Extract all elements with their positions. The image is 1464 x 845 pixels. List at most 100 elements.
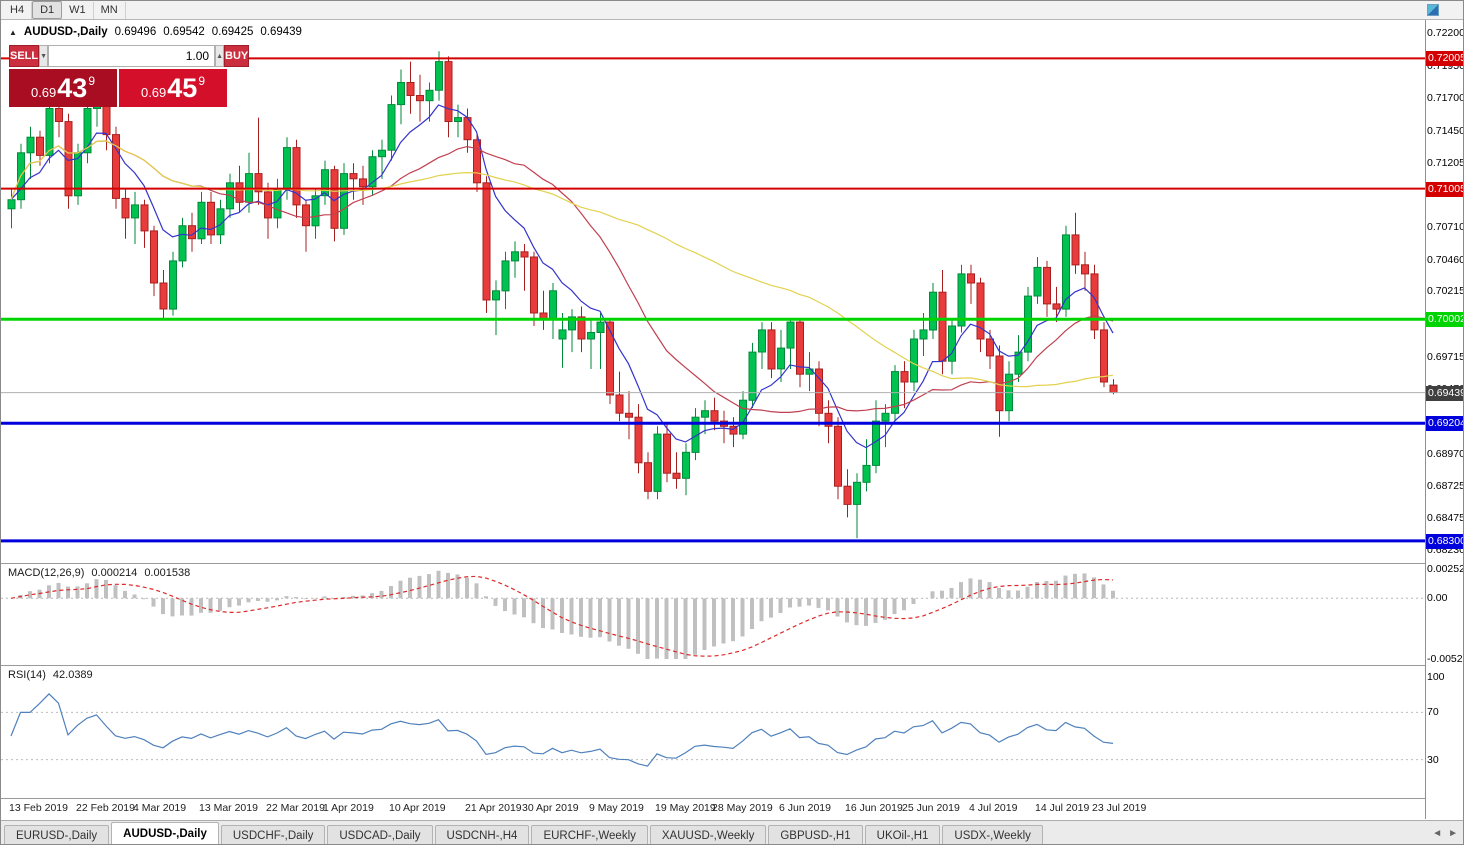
one-click-trading-panel: SELL ▼ ▲ BUY 0.69 43 9 0.69 45 9 (9, 45, 250, 107)
chart-title: ▲ AUDUSD-,Daily 0.69496 0.69542 0.69425 … (9, 26, 302, 38)
price-scale-tick: 0.72200 (1427, 27, 1464, 39)
rsi-scale-tick: 70 (1427, 706, 1439, 718)
rsi-panel-separator[interactable] (1, 665, 1463, 666)
timeframe-button-mn[interactable]: MN (94, 1, 126, 19)
hline-price-label: 0.72005 (1426, 51, 1464, 66)
hline-price-label: 0.69204 (1426, 416, 1464, 431)
chart-tab-bar: EURUSD-,Daily AUDUSD-,Daily USDCHF-,Daily U… (1, 820, 1463, 844)
macd-scale-tick: 0.002522 (1427, 563, 1463, 575)
timeframe-button-d1[interactable]: D1 (32, 1, 63, 19)
sell-price-prefix: 0.69 (30, 84, 57, 100)
chart-tab-audusd[interactable]: AUDUSD-,Daily (111, 822, 219, 844)
price-scale-tick: 0.68725 (1427, 480, 1464, 492)
chart-tab-usdcnh[interactable]: USDCNH-,H4 (434, 825, 530, 844)
ohlc-high-value: 0.69542 (163, 26, 205, 38)
macd-name: MACD(12,26,9) (8, 567, 85, 579)
rsi-scale-tick: 100 (1427, 671, 1445, 683)
buy-price-pips: 45 (167, 72, 198, 103)
volume-decrease-button[interactable]: ▼ (39, 45, 49, 67)
chart-symbol-label: AUDUSD-,Daily (23, 26, 108, 38)
timeframe-button-w1[interactable]: W1 (62, 1, 94, 19)
ohlc-open-value: 0.69496 (114, 26, 157, 38)
rsi-indicator-canvas[interactable] (1, 666, 1425, 798)
date-axis-label: 1 Apr 2019 (323, 802, 374, 814)
chart-tab-eurchf[interactable]: EURCHF-,Weekly (531, 825, 648, 844)
date-axis-label: 10 Apr 2019 (389, 802, 446, 814)
price-scale-tick: 0.70460 (1427, 254, 1464, 266)
chart-tab-usdx[interactable]: USDX-,Weekly (942, 825, 1043, 844)
date-axis-label: 14 Jul 2019 (1035, 802, 1090, 814)
date-axis-label: 30 Apr 2019 (522, 802, 579, 814)
tabs-scroll-left-button[interactable]: ◄ (1432, 828, 1443, 839)
price-scale[interactable]: 0.722000.719500.717000.714500.712050.709… (1426, 20, 1464, 819)
buy-button[interactable]: BUY (224, 45, 250, 67)
rsi-value: 42.0389 (52, 669, 93, 681)
price-scale-tick: 0.70215 (1427, 285, 1464, 297)
chart-tab-usdcad[interactable]: USDCAD-,Daily (327, 825, 433, 844)
buy-price-prefix: 0.69 (140, 84, 167, 100)
volume-input[interactable] (48, 45, 216, 67)
macd-scale-tick: -0.005234 (1427, 653, 1463, 665)
rsi-name: RSI(14) (8, 669, 46, 681)
rsi-scale-tick: 30 (1427, 754, 1439, 766)
timeframe-toolbar: H4 D1 W1 MN (1, 1, 1463, 20)
timeframe-button-group: H4 D1 W1 MN (1, 1, 126, 19)
date-axis-label: 4 Jul 2019 (969, 802, 1018, 814)
date-axis-label: 19 May 2019 (655, 802, 716, 814)
date-axis-separator (1, 798, 1463, 799)
price-scale-tick: 0.71700 (1427, 92, 1464, 104)
sell-price-fraction: 9 (88, 74, 96, 88)
sell-price-pips: 43 (57, 72, 88, 103)
date-axis-label: 22 Mar 2019 (266, 802, 325, 814)
price-scale-tick: 0.71205 (1427, 157, 1464, 169)
buy-price-fraction: 9 (198, 74, 206, 88)
buy-price-button[interactable]: 0.69 45 9 (119, 69, 227, 107)
date-axis-label: 25 Jun 2019 (902, 802, 960, 814)
date-axis-label: 21 Apr 2019 (465, 802, 522, 814)
chart-tab-gbpusd[interactable]: GBPUSD-,H1 (768, 825, 863, 844)
sell-button[interactable]: SELL (9, 45, 40, 67)
chart-window-icon[interactable] (1427, 4, 1439, 16)
date-axis-label: 9 May 2019 (589, 802, 644, 814)
date-axis-label: 6 Jun 2019 (779, 802, 831, 814)
sell-price-button[interactable]: 0.69 43 9 (9, 69, 117, 107)
macd-scale-tick: 0.00 (1427, 592, 1448, 604)
chart-tab-usdchf[interactable]: USDCHF-,Daily (220, 825, 326, 844)
timeframe-button-h4[interactable]: H4 (3, 1, 33, 19)
macd-panel-separator[interactable] (1, 563, 1463, 564)
date-axis-label: 23 Jul 2019 (1092, 802, 1147, 814)
price-scale-tick: 0.69715 (1427, 351, 1464, 363)
price-scale-tick: 0.68970 (1427, 448, 1464, 460)
one-click-panel-toggle-icon[interactable]: ▲ (9, 27, 17, 37)
ohlc-close-value: 0.69439 (260, 26, 302, 38)
ohlc-low-value: 0.69425 (211, 26, 254, 38)
main-price-chart-canvas[interactable] (1, 20, 1425, 563)
chart-tab-eurusd[interactable]: EURUSD-,Daily (4, 825, 110, 844)
bid-price-label: 0.69439 (1426, 386, 1464, 401)
rsi-label: RSI(14) 42.0389 (8, 669, 93, 681)
date-axis-label: 22 Feb 2019 (76, 802, 135, 814)
price-scale-tick: 0.71450 (1427, 125, 1464, 137)
price-scale-border (1425, 20, 1426, 819)
chart-tab-ukoil[interactable]: UKOil-,H1 (864, 825, 941, 844)
macd-main-value: 0.000214 (91, 567, 138, 579)
date-axis[interactable]: 13 Feb 2019 22 Feb 2019 4 Mar 2019 13 Mar 2… (1, 799, 1425, 819)
tabs-scroll-right-button[interactable]: ► (1448, 828, 1458, 839)
hline-price-label: 0.70002 (1426, 312, 1464, 327)
date-axis-label: 16 Jun 2019 (845, 802, 903, 814)
tab-scroll-controls: ◄ ► (1432, 828, 1458, 839)
price-scale-tick: 0.70710 (1427, 221, 1464, 233)
price-scale-tick: 0.68475 (1427, 512, 1464, 524)
volume-increase-button[interactable]: ▲ (215, 45, 224, 67)
date-axis-label: 13 Mar 2019 (199, 802, 258, 814)
macd-signal-value: 0.001538 (144, 567, 191, 579)
hline-price-label: 0.71005 (1426, 182, 1464, 197)
macd-indicator-canvas[interactable] (1, 564, 1425, 665)
hline-price-label: 0.68300 (1426, 534, 1464, 549)
date-axis-label: 28 May 2019 (712, 802, 773, 814)
macd-label: MACD(12,26,9) 0.000214 0.001538 (8, 567, 190, 579)
date-axis-label: 13 Feb 2019 (9, 802, 68, 814)
date-axis-label: 4 Mar 2019 (133, 802, 187, 814)
chart-tab-xauusd[interactable]: XAUUSD-,Weekly (649, 825, 767, 844)
